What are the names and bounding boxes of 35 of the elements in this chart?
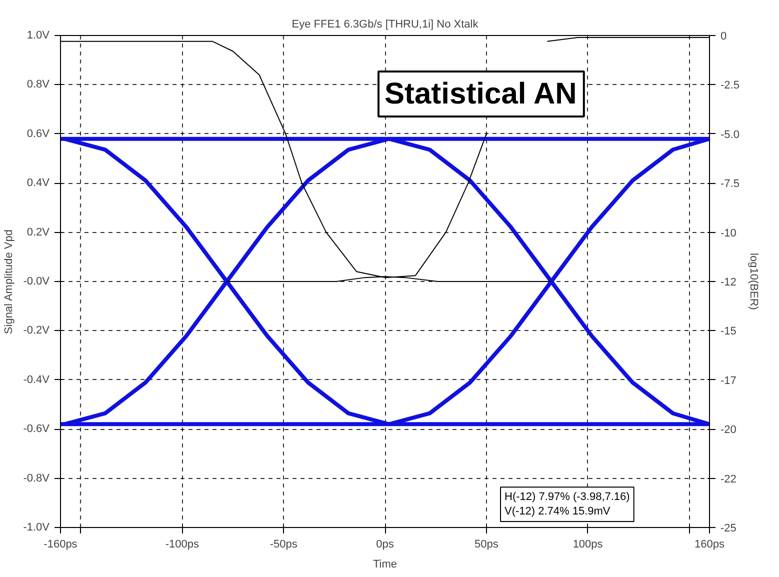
y2-tick-label: -15 — [720, 326, 736, 338]
y-tick-label: -0.0V — [23, 276, 50, 288]
y-tick-label: 0.6V — [26, 128, 50, 140]
y2-tick-label: -5.0 — [720, 128, 740, 141]
x-tick-label: -160ps — [44, 538, 78, 550]
y-tick-label: -1.0V — [23, 522, 50, 534]
y-tick-label: -0.8V — [23, 472, 50, 484]
x-tick-label: 50ps — [474, 538, 499, 550]
x-tick-label: 100ps — [572, 538, 604, 550]
y-tick-label: 0.8V — [26, 78, 50, 91]
y2-tick-label: -22 — [720, 473, 736, 486]
y2-tick-label: -12 — [720, 276, 736, 288]
x-tick-label: -100ps — [165, 538, 200, 550]
y-tick-label: -0.6V — [23, 423, 50, 436]
y2-tick-label: 0 — [720, 30, 727, 42]
x-axis-title: Time — [372, 558, 398, 570]
annotation: H(-12) 7.97% (-3.98,7.16) V(-12) 2.74% 15.9mV — [504, 491, 630, 518]
x-tick-label: 160ps — [694, 538, 725, 550]
x-tick-label: -50ps — [270, 538, 298, 550]
y2-tick-label: -17 — [720, 374, 736, 387]
x-tick-label: 0ps — [376, 538, 394, 550]
y-tick-label: -0.4V — [23, 374, 50, 386]
chart-title: Eye FFE1 6.3Gb/s [THRU,1i] No Xtalk — [292, 18, 479, 30]
y2-tick-label: -20 — [720, 424, 736, 436]
y2-axis-title: log10(BER) — [747, 253, 760, 310]
annotation: Statistical AN — [384, 78, 577, 110]
y-tick-label: 0.2V — [26, 226, 50, 238]
y-tick-label: 1.0V — [26, 30, 50, 42]
y2-tick-label: -7.5 — [720, 178, 740, 190]
y-tick-label: -0.2V — [23, 324, 50, 337]
y2-tick-label: -10 — [720, 227, 736, 240]
y2-tick-label: -25 — [720, 522, 736, 534]
y-axis-title: Signal Amplitude Vpd — [3, 230, 16, 334]
y-tick-label: 0.4V — [26, 177, 50, 190]
y2-tick-label: -2.5 — [720, 80, 740, 92]
